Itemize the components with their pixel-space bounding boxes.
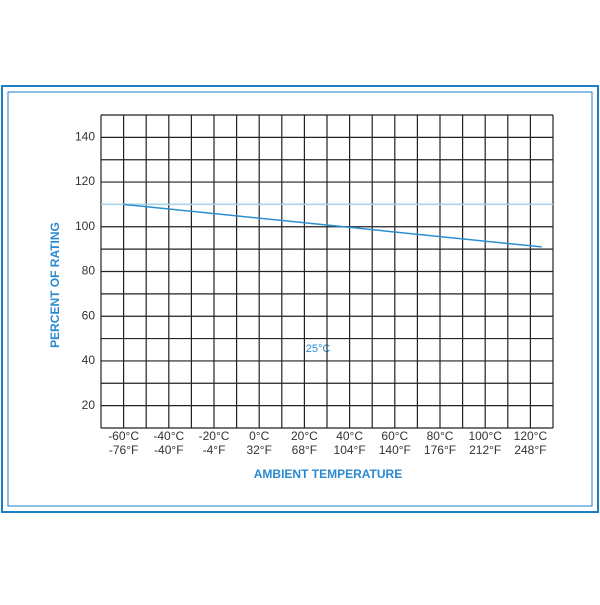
x-tick-label: 80°C bbox=[427, 429, 454, 443]
x-tick-label-fahrenheit: 212°F bbox=[469, 443, 501, 457]
x-tick-label: 40°C bbox=[336, 429, 363, 443]
y-tick-label: 140 bbox=[75, 130, 95, 144]
x-tick-label: -40°C bbox=[153, 429, 184, 443]
x-tick-label: -60°C bbox=[108, 429, 139, 443]
x-tick-label-fahrenheit: 32°F bbox=[246, 443, 271, 457]
x-tick-label: 120°C bbox=[514, 429, 548, 443]
inner-frame bbox=[7, 91, 593, 507]
x-tick-label: 20°C bbox=[291, 429, 318, 443]
x-tick-label-fahrenheit: 140°F bbox=[379, 443, 411, 457]
line bbox=[123, 203, 542, 248]
x-tick-label: -20°C bbox=[199, 429, 230, 443]
y-tick-label: 60 bbox=[82, 308, 96, 322]
annotation: 25°C bbox=[306, 343, 331, 355]
x-tick-label-fahrenheit: 68°F bbox=[292, 443, 317, 457]
x-tick-label-fahrenheit: 176°F bbox=[424, 443, 456, 457]
x-tick-label: 60°C bbox=[381, 429, 408, 443]
y-tick-label: 120 bbox=[75, 174, 95, 188]
x-tick-label-fahrenheit: -76°F bbox=[109, 443, 138, 457]
x-tick-label-fahrenheit: 248°F bbox=[514, 443, 546, 457]
x-tick-label-fahrenheit: 104°F bbox=[334, 443, 366, 457]
x-tick-label: 0°C bbox=[249, 429, 269, 443]
y-axis-label: PERCENT OF RATING bbox=[48, 222, 62, 348]
x-axis-label: AMBIENT TEMPERATURE bbox=[254, 467, 402, 481]
y-tick-label: 100 bbox=[75, 219, 95, 233]
y-tick-label: 20 bbox=[82, 398, 96, 412]
y-tick-label: 40 bbox=[82, 353, 96, 367]
x-tick-label-fahrenheit: -40°F bbox=[154, 443, 183, 457]
x-tick-label-fahrenheit: -4°F bbox=[203, 443, 226, 457]
x-tick-label: 100°C bbox=[468, 429, 502, 443]
y-tick-label: 80 bbox=[82, 264, 96, 278]
outer-frame bbox=[1, 85, 599, 513]
